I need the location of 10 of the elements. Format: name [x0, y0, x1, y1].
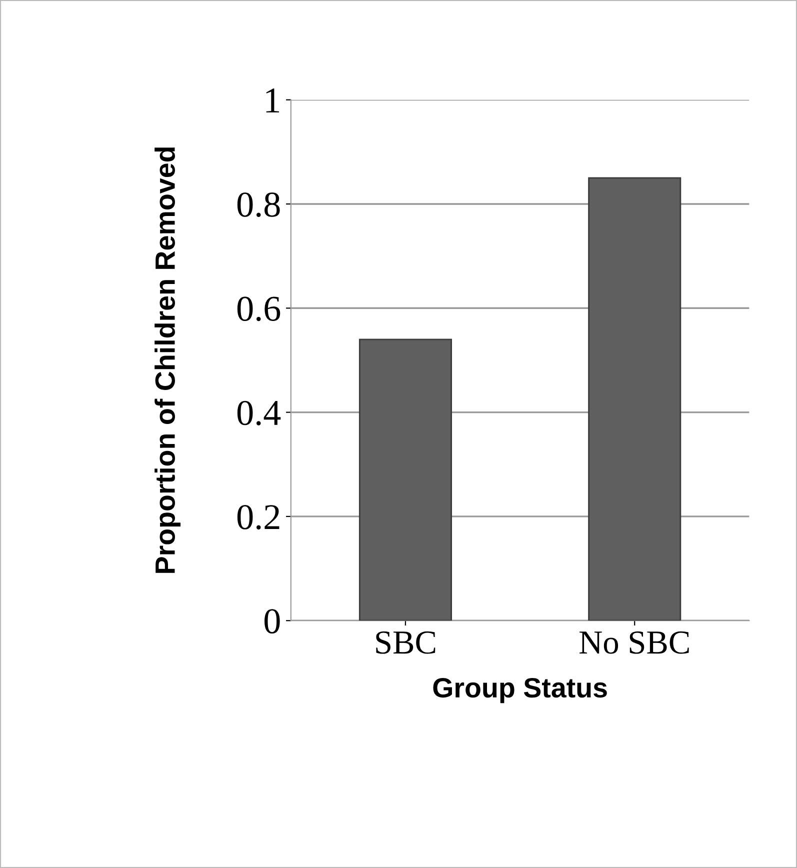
y-tick-label: 1	[266, 88, 280, 112]
y-tick-label: 0.4	[237, 400, 281, 426]
x-tick-label: SBC	[376, 631, 436, 654]
y-axis-title: Proportion of Children Removed	[154, 148, 180, 573]
x-tick-label: No SBC	[580, 631, 689, 654]
y-tick-label: 0.2	[237, 504, 280, 530]
y-tick-label: 0	[264, 609, 280, 634]
y-tick-label: 0.6	[237, 296, 280, 322]
x-axis-title: Group Status	[433, 678, 607, 704]
y-tick-label: 0.8	[237, 192, 280, 218]
